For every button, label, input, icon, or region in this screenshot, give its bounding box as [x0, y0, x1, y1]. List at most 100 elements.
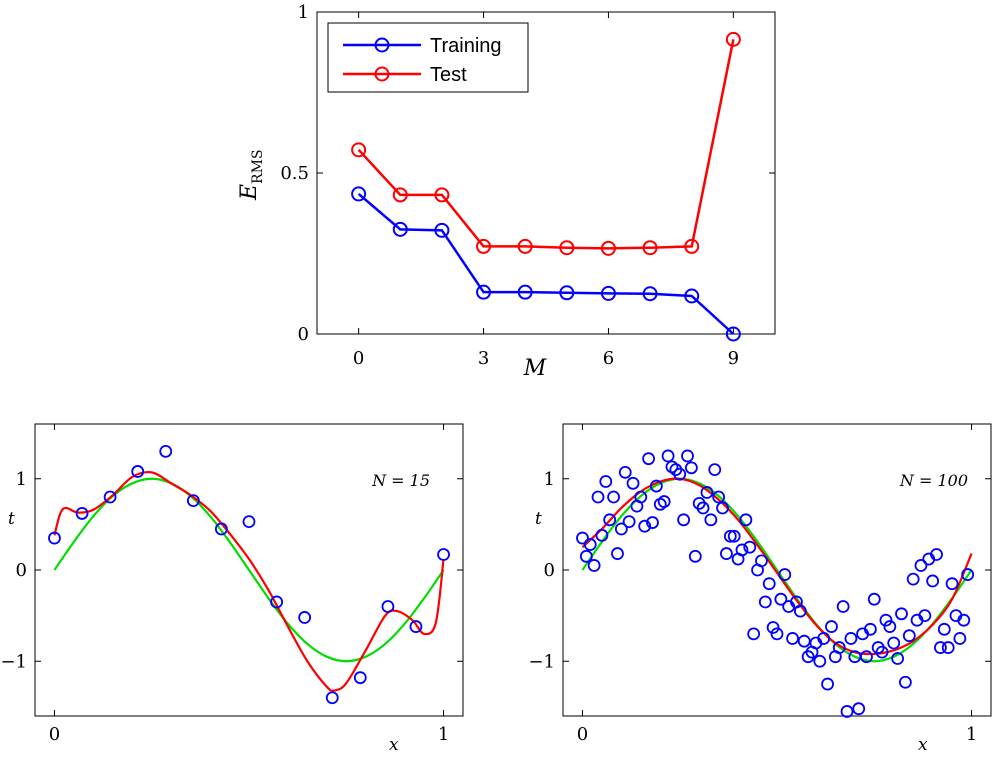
scatter-point	[626, 476, 640, 490]
legend-marker-test	[374, 66, 390, 82]
scatter-point	[270, 595, 284, 609]
true-function-curve	[581, 477, 973, 663]
scatter-point	[242, 515, 256, 529]
scatter-point	[778, 568, 792, 581]
data-point-test	[600, 240, 616, 256]
scatter-point	[840, 705, 854, 718]
tick-labels: 0 1 −1 0 1	[0, 469, 449, 745]
scatter-point	[786, 632, 799, 645]
data-point-training	[559, 285, 575, 301]
scatter-point	[159, 444, 173, 458]
scatter-point	[611, 547, 624, 560]
scatter-point	[914, 559, 928, 572]
scatter-point	[685, 461, 698, 475]
scatter-point	[646, 516, 659, 529]
x-tick-label: 0	[577, 724, 588, 745]
scatter-point	[852, 702, 866, 716]
scatter-point	[747, 627, 761, 641]
fit-n100-chart: 0 1 −1 0 1 t x N = 100	[528, 423, 992, 755]
data-point-training	[600, 285, 616, 301]
scatter-point	[957, 613, 971, 627]
scatter-point	[735, 543, 749, 557]
data-point-training	[434, 222, 450, 238]
data-point-training	[476, 284, 492, 300]
scatter-point	[131, 465, 145, 478]
legend-label-training: Training	[430, 35, 502, 57]
curve-layer	[53, 470, 445, 692]
scatter-point	[770, 627, 784, 641]
scatter-point	[825, 620, 838, 633]
y-axis-label-subscript: RMS	[250, 149, 266, 183]
scatter-point	[844, 632, 858, 645]
data-point-test	[517, 238, 533, 254]
data-point-test	[725, 31, 741, 47]
scatter-point	[953, 632, 967, 645]
scatter-point	[755, 554, 768, 568]
tick-labels: 0 1 −1 0 1	[528, 469, 977, 745]
data-point-training	[517, 284, 533, 300]
tick-marks	[35, 424, 463, 716]
x-axis-label: x	[918, 735, 928, 755]
error-vs-order-chart: 0 3 6 9 0 0.5 1 ERMS M Training Test	[237, 2, 776, 381]
scatter-point	[298, 611, 312, 624]
scatter-point	[214, 522, 228, 536]
scatter-point	[708, 463, 722, 477]
scatter-point	[103, 490, 117, 504]
scatter-point	[906, 572, 920, 586]
scatter-point	[618, 465, 632, 479]
data-point-test	[392, 187, 408, 203]
scatter-point	[937, 622, 951, 636]
scatter-point	[797, 634, 811, 648]
y-tick-label: 1	[16, 469, 27, 490]
scatter-point	[688, 549, 702, 563]
scatter-point	[642, 452, 655, 466]
tick-labels: 0 3 6 9 0 0.5 1	[280, 2, 739, 369]
x-tick-label: 9	[728, 348, 739, 369]
x-tick-label: 1	[966, 724, 977, 745]
fit-n15-chart: 0 1 −1 0 1 t x N = 15	[0, 423, 464, 755]
y-tick-label: −1	[0, 651, 27, 672]
series-layer	[351, 31, 741, 342]
scatter-point	[712, 490, 726, 504]
scatter-point	[587, 559, 601, 572]
scatter-point	[930, 548, 943, 561]
tick-marks	[317, 11, 775, 335]
scatter-point	[941, 641, 955, 654]
scatter-point	[762, 577, 776, 591]
scatter-point	[353, 671, 367, 685]
scatter-point	[821, 677, 834, 691]
legend: Training Test	[327, 22, 529, 93]
point-layer	[576, 449, 975, 718]
scatter-point	[607, 490, 620, 504]
y-tick-label: 0	[16, 560, 27, 581]
scatter-point	[895, 607, 908, 621]
y-tick-label: 1	[298, 2, 309, 23]
scatter-point	[720, 547, 733, 560]
y-axis-label: ERMS	[237, 149, 266, 201]
scatter-point	[758, 595, 772, 609]
scatter-point	[739, 513, 753, 527]
y-tick-label: 0	[298, 324, 309, 345]
scatter-point	[879, 613, 893, 627]
scatter-point	[48, 531, 61, 545]
scatter-point	[961, 568, 975, 581]
scatter-point	[579, 549, 593, 563]
fitted-curve	[581, 477, 973, 656]
scatter-point	[743, 540, 757, 554]
data-point-test	[559, 240, 575, 256]
scatter-point	[599, 475, 613, 488]
legend-box	[327, 22, 529, 93]
scatter-point	[813, 654, 827, 668]
scatter-point	[704, 513, 718, 527]
scatter-point	[867, 592, 881, 606]
data-point-training	[392, 221, 408, 237]
scatter-point	[325, 691, 339, 705]
scatter-point	[595, 528, 609, 542]
scatter-point	[657, 495, 671, 508]
point-layer	[48, 444, 450, 705]
scatter-point	[649, 479, 663, 493]
scatter-point	[899, 675, 912, 689]
scatter-point	[437, 548, 450, 561]
